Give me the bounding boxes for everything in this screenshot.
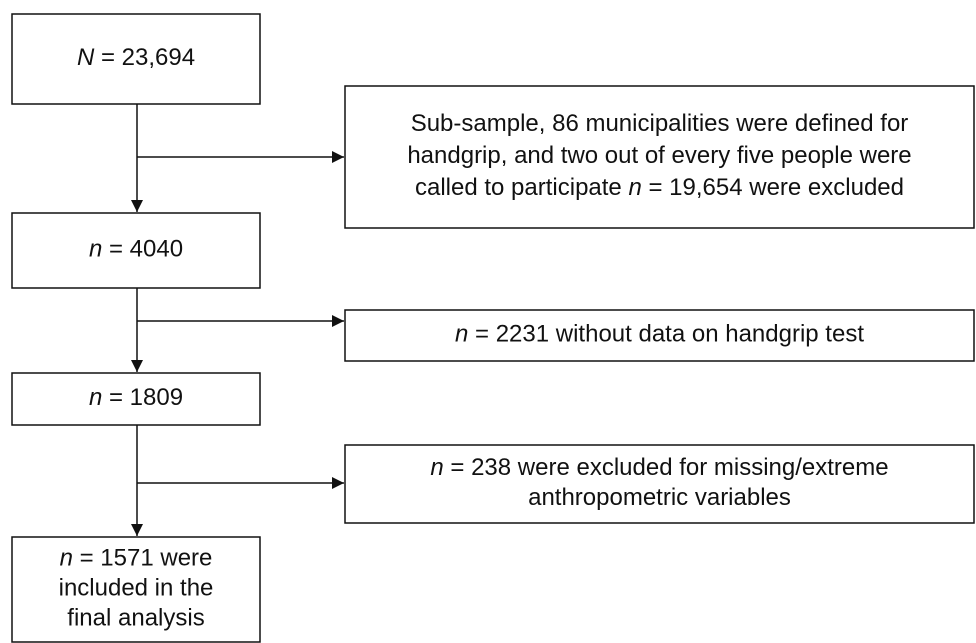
node-text-line: final analysis xyxy=(67,605,204,632)
variable: n xyxy=(89,384,102,411)
text-segment: included in the xyxy=(59,575,214,602)
text-segment: = 1571 were xyxy=(73,545,212,572)
box xyxy=(344,85,975,229)
text-segment: final analysis xyxy=(67,605,204,632)
box xyxy=(344,309,975,362)
variable: N xyxy=(77,44,95,71)
text-segment: called to participate xyxy=(415,174,628,201)
connectors xyxy=(131,104,344,536)
node: n = 4040 xyxy=(11,212,261,289)
box xyxy=(344,444,975,524)
text-segment: Sub-sample, 86 municipalities were defin… xyxy=(411,110,909,137)
node-text-line: anthropometric variables xyxy=(528,484,791,511)
text-segment: = 23,694 xyxy=(94,44,195,71)
variable: n xyxy=(455,321,468,348)
box xyxy=(11,212,261,289)
node: n = 2231 without data on handgrip test xyxy=(344,309,975,362)
node: n = 238 were excluded for missing/extrem… xyxy=(344,444,975,524)
node: n = 1809 xyxy=(11,372,261,426)
box xyxy=(11,536,261,643)
node: N = 23,694 xyxy=(11,13,261,105)
text-segment: handgrip, and two out of every five peop… xyxy=(407,142,911,169)
variable: n xyxy=(89,236,102,263)
node-text-line: n = 1571 were xyxy=(60,545,213,572)
node-text-line: n = 238 were excluded for missing/extrem… xyxy=(430,454,888,481)
variable: n xyxy=(628,174,641,201)
variable: n xyxy=(430,454,443,481)
text-segment: = 1809 xyxy=(102,384,183,411)
text-segment: = 4040 xyxy=(102,236,183,263)
node-text-line: handgrip, and two out of every five peop… xyxy=(407,142,911,169)
node: n = 1571 were included in the final analys… xyxy=(11,536,261,643)
node-text-line: n = 1809 xyxy=(89,384,183,411)
node: Sub-sample, 86 municipalities were defin… xyxy=(344,85,975,229)
node-text-line: Sub-sample, 86 municipalities were defin… xyxy=(411,110,909,137)
node-text-line: n = 4040 xyxy=(89,236,183,263)
node-text-line: n = 2231 without data on handgrip test xyxy=(455,321,864,348)
text-segment: = 19,654 were excluded xyxy=(642,174,904,201)
variable: n xyxy=(60,545,73,572)
box xyxy=(11,13,261,105)
box xyxy=(11,372,261,426)
text-segment: anthropometric variables xyxy=(528,484,791,511)
node-text-line: included in the xyxy=(59,575,214,602)
text-segment: = 238 were excluded for missing/extreme xyxy=(444,454,889,481)
node-text-line: called to participate n = 19,654 were ex… xyxy=(415,174,904,201)
node-text-line: N = 23,694 xyxy=(77,44,195,71)
text-segment: = 2231 without data on handgrip test xyxy=(468,321,864,348)
